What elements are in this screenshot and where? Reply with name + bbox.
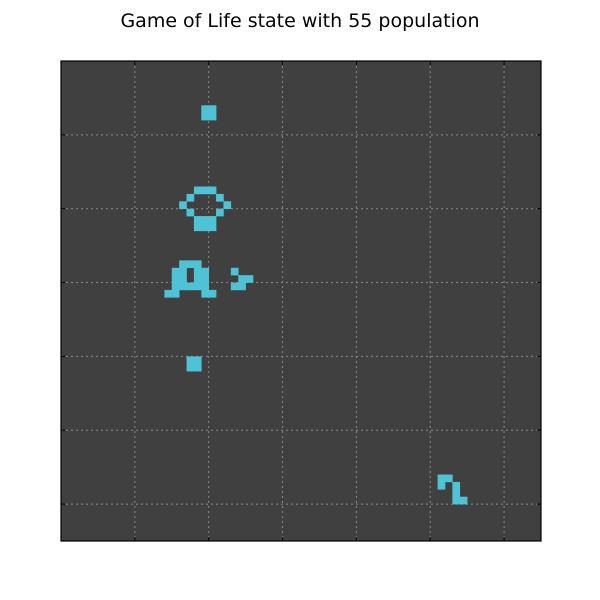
live-cell <box>459 496 468 505</box>
live-cell <box>216 193 224 202</box>
live-cell <box>186 282 195 291</box>
live-cell <box>201 186 209 195</box>
live-cell <box>230 267 239 276</box>
live-cell <box>208 223 217 232</box>
live-cell <box>201 112 209 121</box>
live-cell <box>208 105 217 113</box>
live-cell <box>201 267 209 276</box>
live-cell <box>186 260 195 269</box>
live-cell <box>223 201 232 209</box>
live-cell <box>245 275 254 283</box>
live-cell <box>445 474 453 483</box>
board-frame <box>60 60 542 542</box>
live-cell <box>208 186 217 195</box>
live-cell <box>452 481 461 490</box>
live-cell <box>193 186 202 195</box>
live-cell <box>230 282 239 291</box>
live-cell <box>186 363 195 372</box>
live-cell <box>171 267 180 276</box>
live-cell <box>193 267 202 276</box>
live-cell <box>164 289 173 298</box>
live-cell <box>171 282 180 291</box>
live-cell <box>216 208 224 217</box>
live-cell <box>186 193 195 202</box>
live-cell <box>201 282 209 291</box>
live-cell <box>179 275 187 283</box>
live-cell <box>201 216 209 224</box>
live-cell <box>171 289 180 298</box>
live-cell <box>179 201 187 209</box>
live-cell <box>201 289 209 298</box>
live-cell <box>208 112 217 121</box>
live-cell <box>201 105 209 113</box>
live-cell <box>193 363 202 372</box>
live-cell <box>452 489 461 497</box>
chart-title: Game of Life state with 55 population <box>120 10 480 32</box>
live-cell <box>193 216 202 224</box>
board-background <box>61 61 541 541</box>
live-cell <box>171 275 180 283</box>
live-cell <box>208 289 217 298</box>
live-cell <box>208 216 217 224</box>
live-cell <box>437 474 446 483</box>
live-cell <box>186 208 195 217</box>
live-cell <box>238 282 246 291</box>
live-cell <box>437 481 446 490</box>
live-cell <box>452 496 461 505</box>
live-cell <box>201 223 209 232</box>
live-cell <box>193 275 202 283</box>
live-cell <box>179 267 187 276</box>
live-cell <box>186 356 195 365</box>
live-cell <box>193 282 202 291</box>
live-cell <box>193 223 202 232</box>
live-cell <box>193 260 202 269</box>
live-cell <box>201 275 209 283</box>
live-cell <box>179 282 187 291</box>
live-cell <box>193 356 202 365</box>
live-cell <box>179 260 187 269</box>
live-cell <box>238 275 246 283</box>
